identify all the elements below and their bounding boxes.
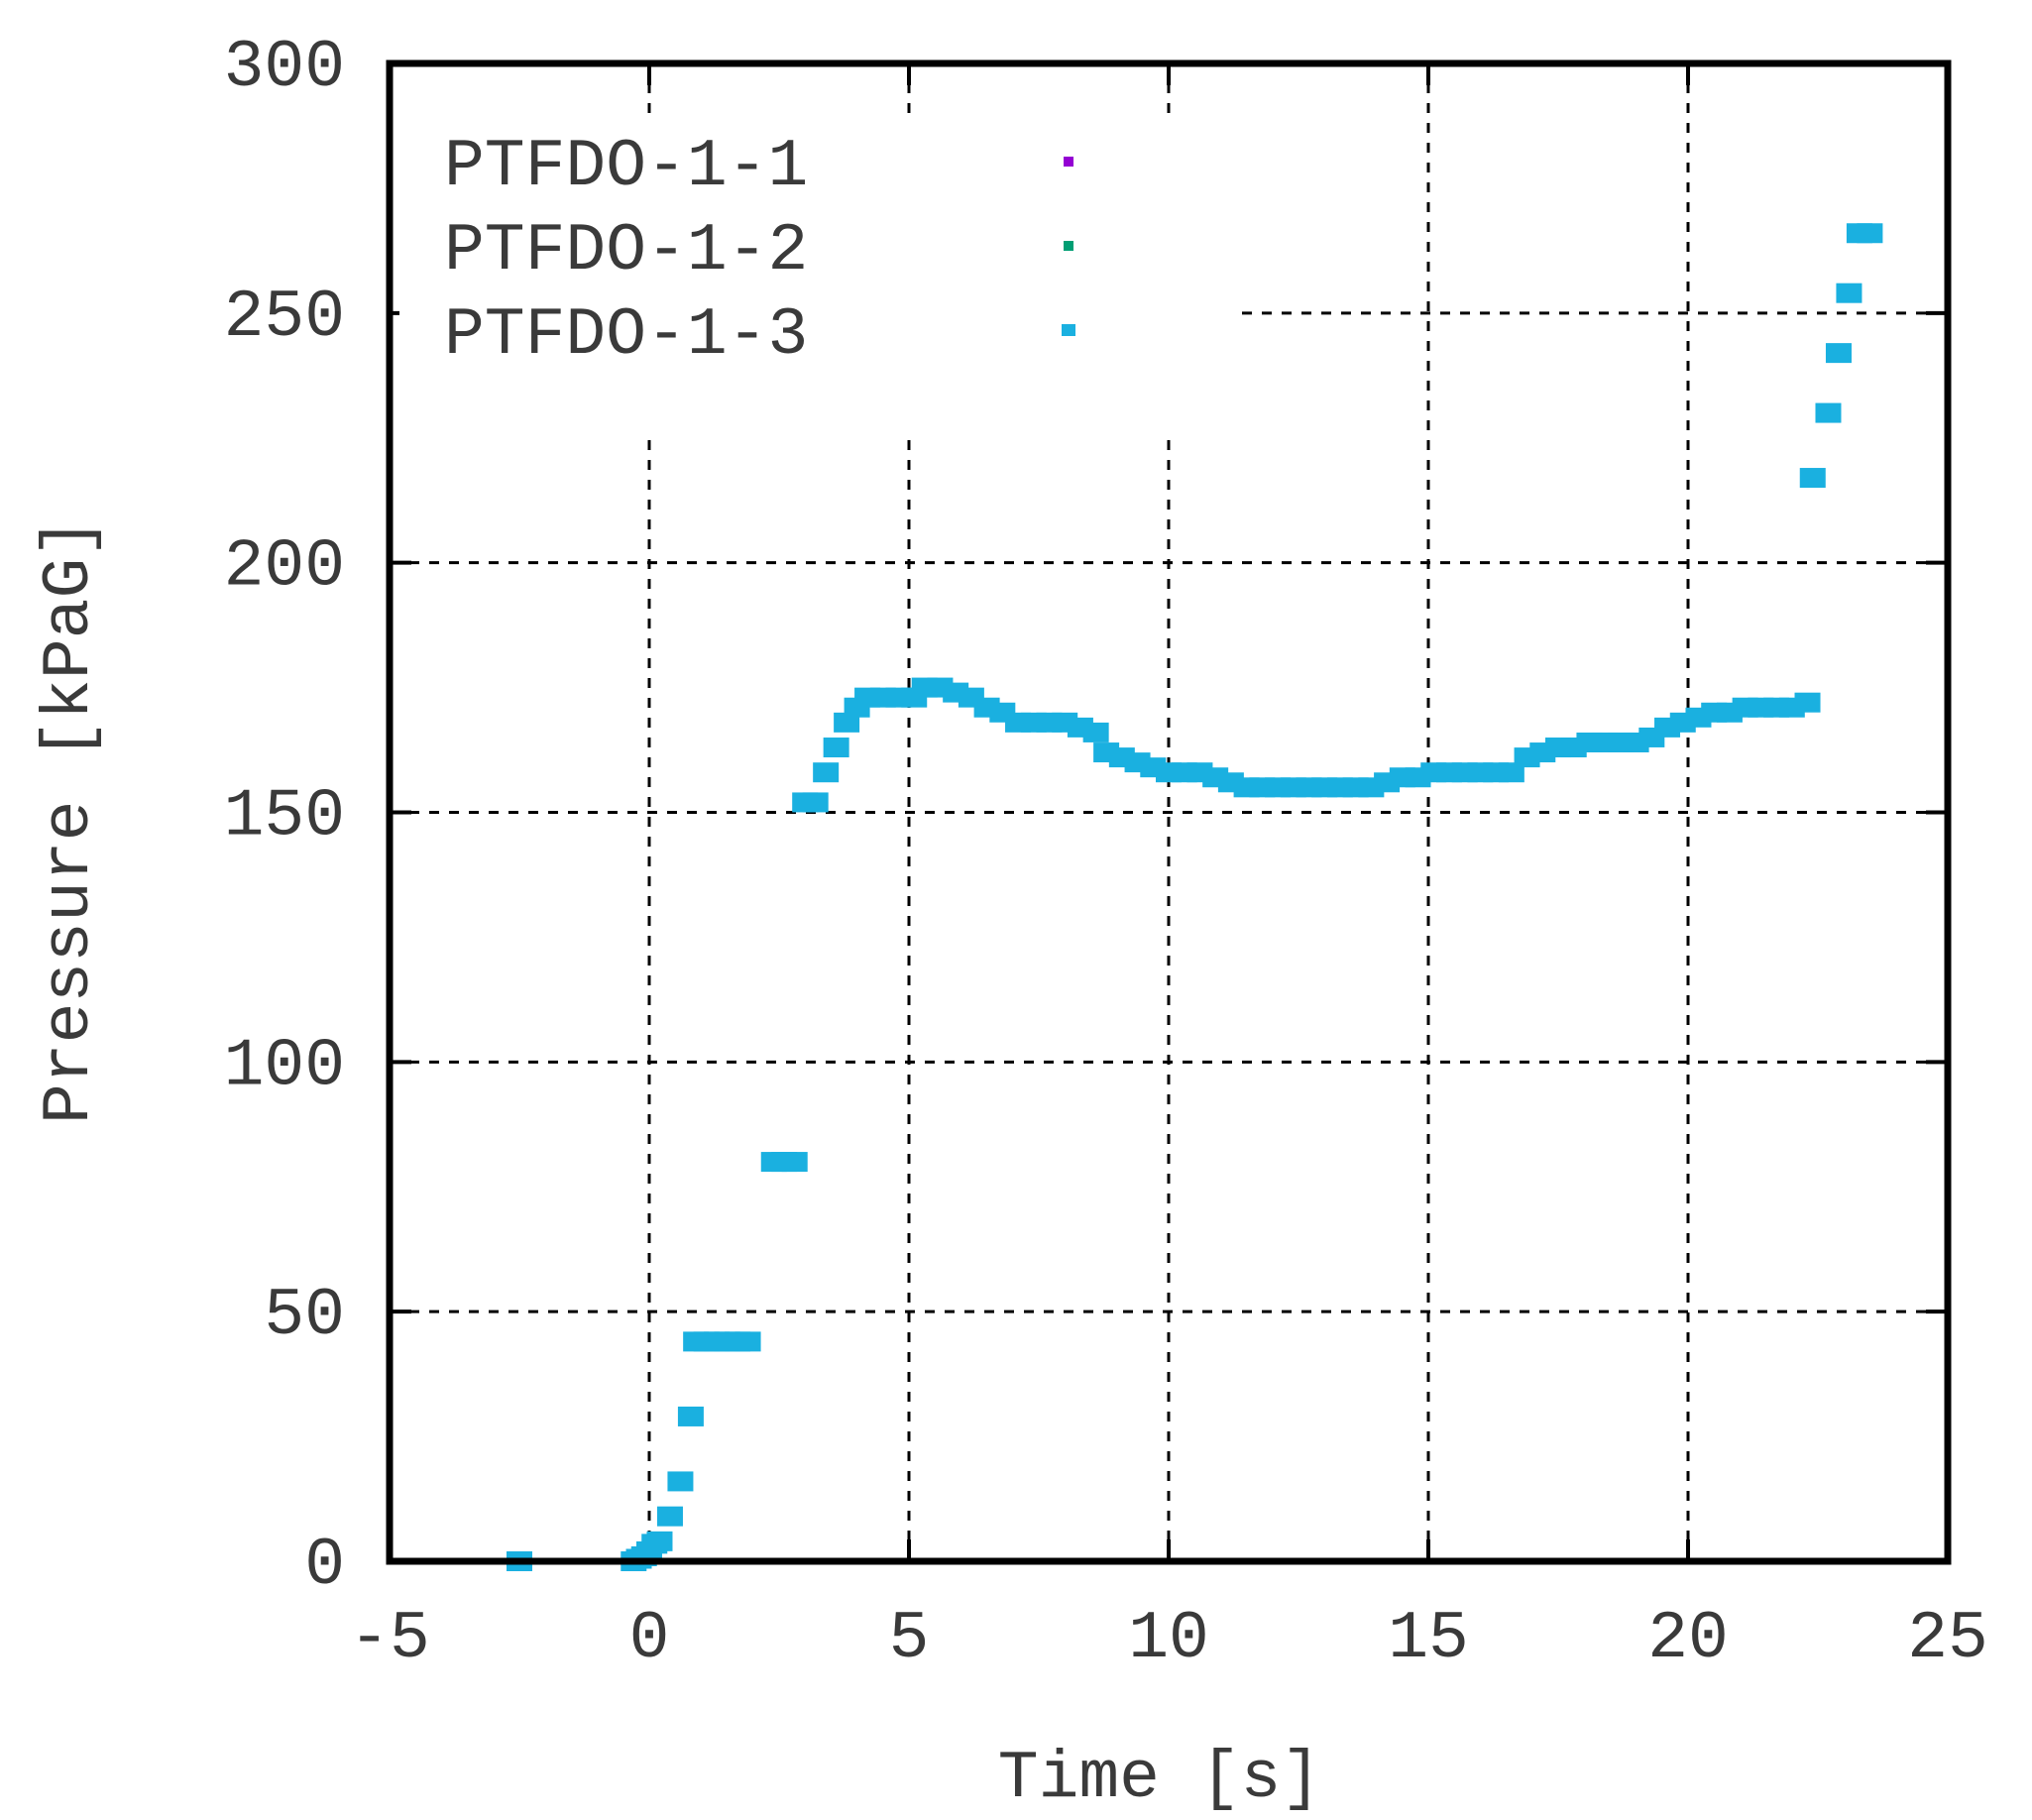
legend-box <box>399 123 1242 430</box>
legend-label: PTFDO-1-2 <box>444 213 808 289</box>
y-tick-label: 300 <box>224 30 345 106</box>
legend-label: PTFDO-1-1 <box>444 129 808 205</box>
y-tick-label: 250 <box>224 280 345 356</box>
y-axis-title: Pressure [kPaG] <box>32 517 108 1124</box>
y-tick-label: 50 <box>264 1278 345 1354</box>
y-axis: 0 50 100 150 200 250 300 <box>224 30 1948 1604</box>
legend-marker <box>1064 157 1073 167</box>
x-tick-label: -5 <box>349 1601 430 1677</box>
data-point <box>1082 722 1109 742</box>
legend-label: PTFDO-1-3 <box>444 297 808 374</box>
data-point <box>646 1531 673 1551</box>
legend: PTFDO-1-1 PTFDO-1-2 PTFDO-1-3 <box>444 129 1075 374</box>
data-point <box>834 712 860 733</box>
data-point <box>1825 343 1852 364</box>
data-point <box>1815 402 1842 423</box>
x-tick-label: 25 <box>1907 1601 1988 1677</box>
x-tick-label: 20 <box>1647 1601 1729 1677</box>
y-tick-label: 100 <box>224 1028 345 1104</box>
data-point <box>1857 223 1883 244</box>
data-point <box>781 1152 808 1173</box>
legend-marker <box>1064 241 1073 251</box>
data-point <box>677 1406 704 1426</box>
x-axis: -5 0 5 10 15 20 25 <box>349 63 1988 1677</box>
x-tick-label: 10 <box>1128 1601 1209 1677</box>
data-points <box>507 223 1883 1571</box>
x-tick-label: 15 <box>1388 1601 1469 1677</box>
data-point <box>813 762 840 783</box>
data-point <box>1794 692 1821 713</box>
data-point <box>1836 283 1863 303</box>
data-point <box>802 792 829 813</box>
y-tick-label: 0 <box>304 1528 345 1604</box>
data-point <box>1799 468 1826 489</box>
legend-background <box>399 123 1242 430</box>
data-point <box>667 1471 694 1492</box>
data-point <box>823 738 849 758</box>
x-tick-label: 0 <box>629 1601 670 1677</box>
data-point <box>1498 762 1524 783</box>
plot-frame <box>386 59 1952 1565</box>
y-tick-label: 150 <box>224 779 345 855</box>
data-point <box>734 1331 761 1352</box>
data-point <box>656 1506 683 1527</box>
y-tick-label: 200 <box>224 529 345 606</box>
legend-marker <box>1062 324 1075 336</box>
x-tick-label: 5 <box>889 1601 930 1677</box>
x-axis-title: Time [s] <box>998 1741 1321 1817</box>
